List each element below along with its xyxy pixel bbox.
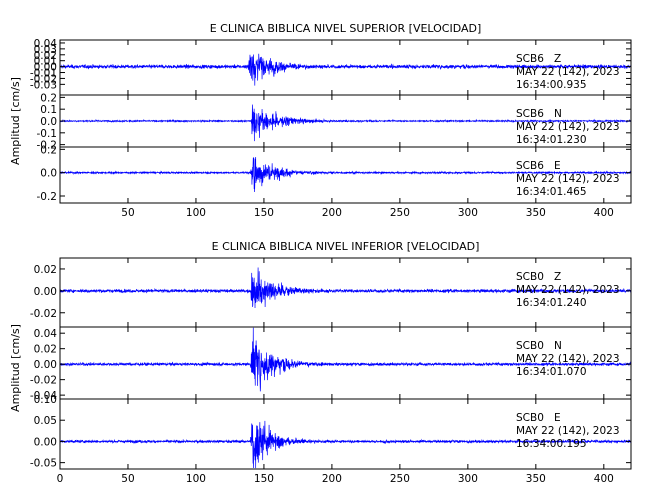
panel-scb6-z: 0.040.030.020.010.00-0.01-0.02-0.03 SCB6 Z… — [30, 38, 632, 96]
record-time: 16:34:00.195 — [516, 438, 587, 450]
record-time: 16:34:01.465 — [516, 186, 587, 198]
station-code: SCB6 — [516, 160, 544, 172]
x-tick-label: 350 — [526, 207, 546, 219]
y-tick-label: 0.02 — [34, 50, 57, 62]
x-tick-label: 350 — [526, 473, 546, 485]
record-date: MAY 22 (142), 2023 — [516, 121, 620, 133]
chart-title: E CLINICA BIBLICA NIVEL INFERIOR [VELOCI… — [212, 240, 480, 253]
y-tick-label: 0.02 — [34, 264, 57, 276]
x-tick-label: 200 — [322, 207, 342, 219]
y-tick-label: -0.05 — [30, 458, 57, 470]
record-date: MAY 22 (142), 2023 — [516, 425, 620, 437]
record-time: 16:34:01.070 — [516, 366, 587, 378]
waveform-trace — [59, 420, 632, 469]
x-tick-label: 200 — [322, 473, 342, 485]
x-tick-label: 250 — [390, 207, 410, 219]
x-tick-label: 300 — [458, 473, 478, 485]
component-code: N — [554, 108, 562, 120]
y-tick-label: 0.0 — [40, 168, 57, 180]
record-time: 16:34:01.230 — [516, 134, 587, 146]
x-tick-label: 150 — [254, 207, 274, 219]
waveform-trace — [59, 267, 632, 309]
x-tick-label: 0 — [57, 473, 64, 485]
y-tick-label: 0.1 — [40, 104, 57, 116]
y-tick-label: 0.04 — [34, 328, 58, 340]
x-tick-label: 400 — [594, 473, 614, 485]
x-tick-label: 50 — [121, 207, 134, 219]
y-tick-label: 0.05 — [34, 415, 57, 427]
x-tick-label: 300 — [458, 207, 478, 219]
x-tick-label: 100 — [186, 207, 206, 219]
component-code: Z — [554, 271, 561, 283]
waveform-trace — [59, 327, 632, 392]
y-tick-label: -0.1 — [37, 128, 58, 140]
record-date: MAY 22 (142), 2023 — [516, 173, 620, 185]
component-code: Z — [554, 53, 561, 65]
y-tick-label: 0.01 — [34, 56, 57, 68]
waveform-trace — [59, 156, 632, 193]
station-code: SCB6 — [516, 108, 544, 120]
component-code: E — [554, 412, 561, 424]
x-tick-label: 100 — [186, 473, 206, 485]
component-code: N — [554, 340, 562, 352]
panel-frame — [59, 398, 632, 470]
y-tick-label: 0.04 — [34, 38, 58, 50]
y-tick-label: 0.02 — [34, 344, 57, 356]
chart-1: E CLINICA BIBLICA NIVEL SUPERIOR [VELOCI… — [9, 22, 632, 219]
waveform-trace — [59, 53, 632, 86]
record-date: MAY 22 (142), 2023 — [516, 353, 620, 365]
component-code: E — [554, 160, 561, 172]
y-tick-label: 0.2 — [40, 144, 57, 156]
y-tick-label: 0.00 — [34, 359, 57, 371]
station-code: SCB6 — [516, 53, 544, 65]
y-axis-label: Amplitud [cm/s] — [9, 77, 22, 165]
y-tick-label: 0.10 — [34, 394, 57, 406]
y-tick-label: 0.2 — [40, 92, 57, 104]
chart-2: E CLINICA BIBLICA NIVEL INFERIOR [VELOCI… — [9, 240, 632, 485]
station-code: SCB0 — [516, 412, 544, 424]
y-tick-label: 0.00 — [34, 62, 57, 74]
record-date: MAY 22 (142), 2023 — [516, 66, 620, 78]
chart-title: E CLINICA BIBLICA NIVEL SUPERIOR [VELOCI… — [210, 22, 482, 35]
panel-frame — [59, 146, 632, 204]
x-tick-label: 250 — [390, 473, 410, 485]
record-time: 16:34:01.240 — [516, 297, 587, 309]
x-tick-label: 400 — [594, 207, 614, 219]
x-tick-label: 150 — [254, 473, 274, 485]
y-tick-label: -0.04 — [30, 390, 57, 402]
y-tick-label: 0.00 — [34, 436, 57, 448]
y-tick-label: -0.03 — [30, 79, 57, 91]
x-tick-label: 50 — [121, 473, 134, 485]
station-code: SCB0 — [516, 271, 544, 283]
y-tick-label: 0.03 — [34, 44, 57, 56]
y-tick-label: -0.02 — [30, 73, 57, 85]
waveform-trace — [59, 104, 632, 142]
y-axis-label: Amplitud [cm/s] — [9, 324, 22, 412]
record-date: MAY 22 (142), 2023 — [516, 284, 620, 296]
y-tick-label: 0.0 — [40, 116, 57, 128]
y-tick-label: -0.2 — [37, 191, 58, 203]
record-time: 16:34:00.935 — [516, 79, 587, 91]
y-tick-label: 0.00 — [34, 286, 57, 298]
y-tick-label: -0.02 — [30, 308, 57, 320]
y-tick-label: -0.01 — [30, 68, 57, 80]
y-tick-label: -0.2 — [37, 140, 58, 152]
station-code: SCB0 — [516, 340, 544, 352]
y-tick-label: -0.02 — [30, 375, 57, 387]
